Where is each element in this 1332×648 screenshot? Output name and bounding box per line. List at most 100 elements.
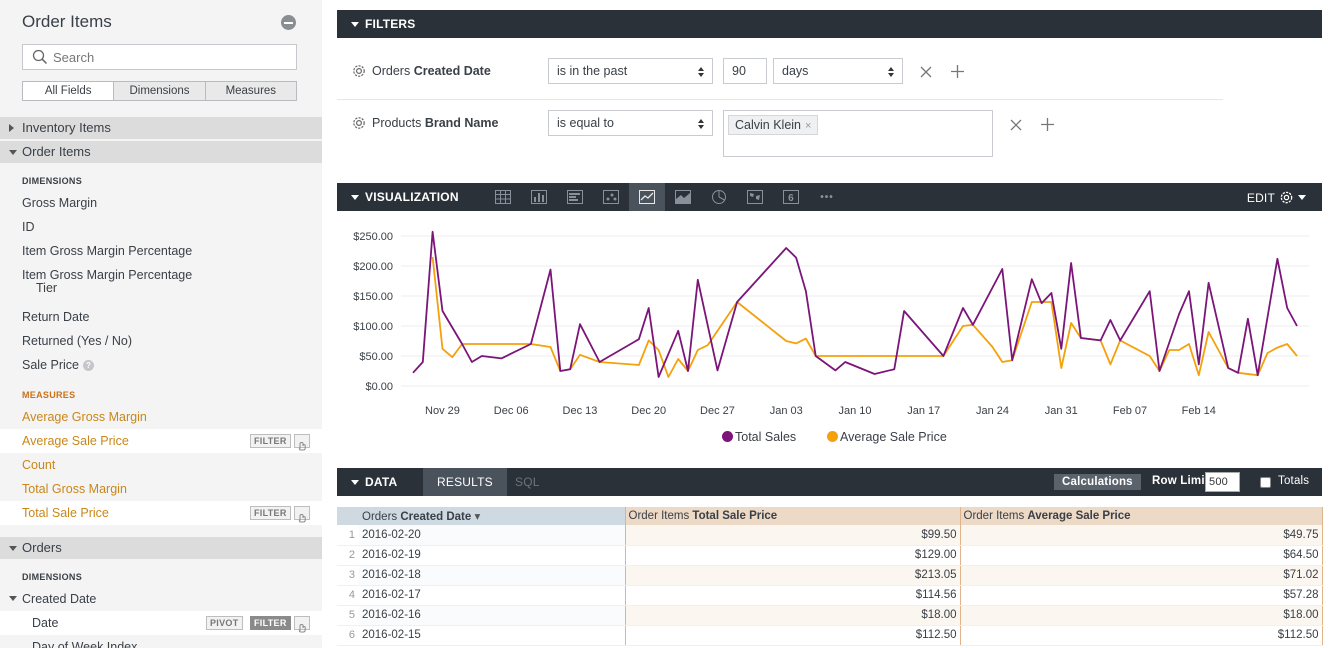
cell-average-sale-price[interactable]: $18.00 <box>960 605 1323 626</box>
pivot-field-button[interactable]: PIVOT <box>206 616 243 630</box>
cell-created-date[interactable]: 2016-02-17 <box>359 585 626 606</box>
field-item-gross-margin-percentage-tier[interactable]: Item Gross Margin Percentage Tier <box>0 263 322 303</box>
gear-icon <box>1280 191 1293 204</box>
remove-filter-icon[interactable] <box>1009 118 1023 132</box>
caret-down-icon <box>9 596 17 601</box>
field-total-sale-price[interactable]: Total Sale Price FILTER <box>0 501 322 525</box>
filter-field-button[interactable]: FILTER <box>250 434 291 448</box>
row-limit-input[interactable]: 500 <box>1205 472 1240 492</box>
field-item-gross-margin-percentage[interactable]: Item Gross Margin Percentage <box>22 244 193 258</box>
edit-visualization-button[interactable]: EDIT <box>1247 190 1306 205</box>
view-group-order-items[interactable]: Order Items <box>0 141 322 163</box>
field-gross-margin[interactable]: Gross Margin <box>22 196 98 210</box>
legend-item-average-sale-price[interactable]: Average Sale Price <box>827 430 947 444</box>
remove-chip-icon[interactable]: × <box>805 120 812 132</box>
filters-section-header[interactable]: FILTERS <box>337 10 1322 38</box>
filter-operator-select[interactable]: is equal to <box>548 110 713 136</box>
x-tick-label: Dec 20 <box>631 405 666 417</box>
field-average-sale-price[interactable]: Average Sale Price FILTER <box>0 429 322 453</box>
cell-created-date[interactable]: 2016-02-19 <box>359 545 626 566</box>
cell-average-sale-price[interactable]: $64.50 <box>960 545 1323 566</box>
visualization-section-header[interactable]: VISUALIZATION 6 ••• EDIT <box>337 183 1322 211</box>
tab-all-fields[interactable]: All Fields <box>23 82 115 100</box>
totals-checkbox[interactable] <box>1260 477 1271 488</box>
x-tick-label: Feb 07 <box>1113 405 1147 417</box>
column-icon[interactable] <box>521 183 557 211</box>
cell-total-sale-price[interactable]: $129.00 <box>625 545 961 566</box>
filter-field-button[interactable]: FILTER <box>250 616 291 630</box>
column-header-created-date[interactable]: Orders Created Date ▾ <box>359 507 626 525</box>
field-count[interactable]: Count <box>22 458 56 472</box>
field-return-date[interactable]: Return Date <box>22 310 90 324</box>
line-icon[interactable] <box>629 183 665 211</box>
legend-item-total-sales[interactable]: Total Sales <box>722 430 796 444</box>
x-tick-label: Jan 17 <box>907 405 940 417</box>
cell-average-sale-price[interactable]: $112.50 <box>960 625 1323 646</box>
area-icon[interactable] <box>665 183 701 211</box>
field-sale-price[interactable]: Sale Price? <box>0 353 322 377</box>
scatter-icon[interactable] <box>593 183 629 211</box>
view-group-orders[interactable]: Orders <box>0 537 322 559</box>
table-icon[interactable] <box>485 183 521 211</box>
tab-results[interactable]: RESULTS <box>423 468 507 496</box>
add-filter-icon[interactable] <box>1040 117 1055 132</box>
remove-filter-icon[interactable] <box>919 65 933 79</box>
tab-measures[interactable]: Measures <box>225 85 277 97</box>
cell-total-sale-price[interactable]: $112.50 <box>625 625 961 646</box>
field-average-gross-margin[interactable]: Average Gross Margin <box>22 410 147 424</box>
cell-created-date[interactable]: 2016-02-15 <box>359 625 626 646</box>
filter-unit-select[interactable]: days <box>773 58 903 84</box>
field-day-of-week-index[interactable]: Day of Week Index <box>32 640 138 648</box>
cell-total-sale-price[interactable]: $114.56 <box>625 585 961 606</box>
gear-icon[interactable] <box>351 115 367 131</box>
row-number: 6 <box>337 625 359 646</box>
field-total-gross-margin[interactable]: Total Gross Margin <box>22 482 127 496</box>
series-line-total-sales[interactable] <box>412 230 1298 378</box>
column-field-name: Average Sale Price <box>1027 510 1131 522</box>
single-value-icon[interactable]: 6 <box>773 183 809 211</box>
more-icon[interactable]: ••• <box>809 183 845 211</box>
drill-hand-icon[interactable] <box>294 434 310 451</box>
select-arrows-icon <box>698 119 704 129</box>
filter-field-label: Orders Created Date <box>372 64 491 78</box>
x-tick-label: Dec 06 <box>494 405 529 417</box>
tab-dimensions[interactable]: Dimensions <box>114 82 206 100</box>
map-icon[interactable] <box>737 183 773 211</box>
cell-created-date[interactable]: 2016-02-18 <box>359 565 626 586</box>
series-line-average-sale-price[interactable] <box>431 256 1298 378</box>
cell-average-sale-price[interactable]: $49.75 <box>960 525 1323 546</box>
collapse-sidebar-icon[interactable] <box>281 15 296 30</box>
gear-icon[interactable] <box>351 63 367 79</box>
cell-created-date[interactable]: 2016-02-20 <box>359 525 626 546</box>
pie-icon[interactable] <box>701 183 737 211</box>
filter-operator-select[interactable]: is in the past <box>548 58 713 84</box>
add-filter-icon[interactable] <box>950 64 965 79</box>
cell-total-sale-price[interactable]: $99.50 <box>625 525 961 546</box>
drill-hand-icon[interactable] <box>294 616 310 633</box>
data-section-header[interactable]: DATA RESULTS SQL Calculations Row Limit … <box>337 468 1322 496</box>
column-header-total-sale-price[interactable]: Order Items Total Sale Price <box>625 507 961 525</box>
field-created-date-date[interactable]: Date PIVOT FILTER <box>0 611 322 635</box>
calculations-button[interactable]: Calculations <box>1054 474 1141 490</box>
bar-icon[interactable] <box>557 183 593 211</box>
y-tick-label: $150.00 <box>353 291 393 303</box>
column-header-average-sale-price[interactable]: Order Items Average Sale Price <box>960 507 1323 525</box>
cell-total-sale-price[interactable]: $18.00 <box>625 605 961 626</box>
view-group-inventory-items[interactable]: Inventory Items <box>0 117 322 139</box>
search-input[interactable] <box>53 48 288 66</box>
filter-value-input[interactable]: 90 <box>723 58 767 84</box>
field-returned-yes-no[interactable]: Returned (Yes / No) <box>22 334 133 348</box>
tab-sql[interactable]: SQL <box>515 475 540 489</box>
cell-total-sale-price[interactable]: $213.05 <box>625 565 961 586</box>
column-field-name: Total Sale Price <box>692 510 778 522</box>
drill-hand-icon[interactable] <box>294 506 310 523</box>
dimension-group-created-date[interactable]: Created Date <box>0 587 322 611</box>
help-icon[interactable]: ? <box>82 360 94 372</box>
cell-average-sale-price[interactable]: $71.02 <box>960 565 1323 586</box>
filter-value-tag-input[interactable]: Calvin Klein × <box>723 110 993 157</box>
cell-created-date[interactable]: 2016-02-16 <box>359 605 626 626</box>
filter-field-button[interactable]: FILTER <box>250 506 291 520</box>
cell-average-sale-price[interactable]: $57.28 <box>960 585 1323 606</box>
field-search-box[interactable] <box>22 44 297 70</box>
field-id[interactable]: ID <box>22 220 35 234</box>
